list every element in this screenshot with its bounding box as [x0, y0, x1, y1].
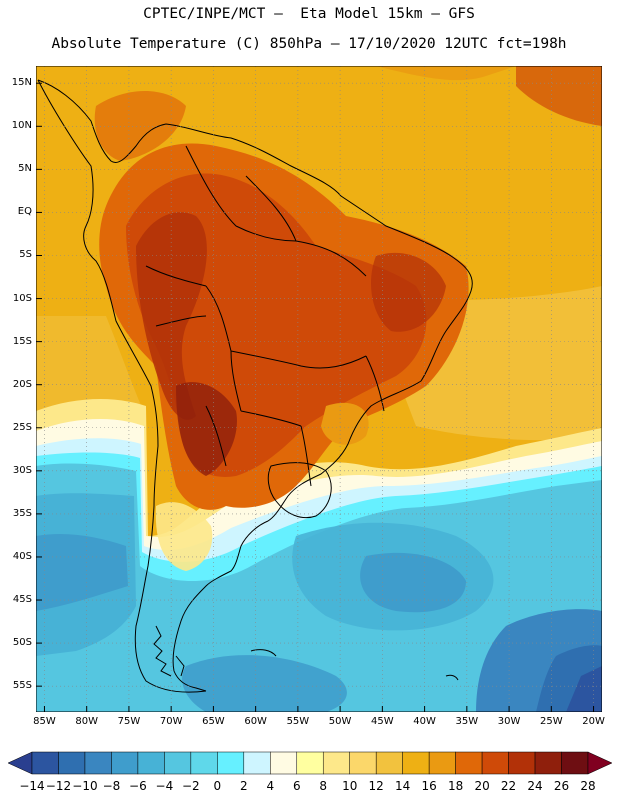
- colorbar-swatch: [508, 751, 536, 775]
- colorbar-label: −6: [129, 779, 147, 793]
- colorbar-swatch: [190, 751, 218, 775]
- colorbar-label: −8: [103, 779, 121, 793]
- lat-label: 35S: [12, 507, 32, 519]
- colorbar-swatch: [561, 751, 589, 775]
- colorbar-swatch: [534, 751, 562, 775]
- lon-label: 50W: [328, 716, 352, 727]
- colorbar-swatch: [402, 751, 430, 775]
- title-line-1: CPTEC/INPE/MCT – Eta Model 15km – GFS: [143, 6, 475, 22]
- lat-label: 40S: [12, 550, 32, 562]
- colorbar-low-arrow: [7, 751, 33, 775]
- colorbar-swatch: [375, 751, 403, 775]
- colorbar-swatch: [296, 751, 324, 775]
- colorbar-label: 28: [580, 779, 595, 793]
- colorbar-swatch: [58, 751, 86, 775]
- lat-label: 25S: [12, 421, 32, 433]
- lon-label: 85W: [33, 716, 56, 727]
- lon-label: 35W: [455, 716, 479, 727]
- coastlines-and-borders: [37, 79, 473, 693]
- colorbar-swatch: [481, 751, 509, 775]
- lat-label: 5S: [19, 249, 32, 261]
- colorbar-swatch: [243, 751, 271, 775]
- colorbar-label: 26: [554, 779, 569, 793]
- lat-label: 50S: [12, 637, 32, 649]
- lon-label: 60W: [244, 716, 267, 727]
- colorbar-swatch: [455, 751, 483, 775]
- lon-label: 80W: [75, 716, 98, 727]
- colorbar-swatch: [217, 751, 245, 775]
- lon-label: 20W: [582, 716, 605, 727]
- lat-label: 15S: [12, 335, 32, 347]
- colorbar-swatch: [31, 751, 59, 775]
- latitude-ticks: [36, 82, 42, 687]
- colorbar-label: 18: [448, 779, 463, 793]
- colorbar-label: 6: [293, 779, 301, 793]
- temperature-map: [36, 66, 602, 712]
- colorbar-legend: −14 −12 −10 −8 −6 −4 −2 0 2 4 6 8 10 12 14 16 18 20 22 24 26…: [0, 748, 618, 800]
- lat-label: 10N: [11, 120, 32, 132]
- colorbar-label: 14: [395, 779, 410, 793]
- lon-label: 65W: [202, 716, 225, 727]
- colorbar-swatch: [84, 751, 112, 775]
- lat-label: 15N: [11, 77, 32, 89]
- colorbar-label: −2: [182, 779, 200, 793]
- lat-label: 5N: [18, 163, 32, 175]
- lon-label: 55W: [286, 716, 310, 727]
- lon-label: 40W: [413, 716, 436, 727]
- temperature-field: [36, 66, 602, 712]
- lon-label: 25W: [540, 716, 563, 727]
- colorbar-label: 2: [240, 779, 248, 793]
- colorbar-swatch: [137, 751, 165, 775]
- colorbar-swatch: [428, 751, 456, 775]
- colorbar-swatch: [349, 751, 377, 775]
- colorbar-label: 24: [527, 779, 542, 793]
- lat-label: 20S: [12, 378, 32, 390]
- colorbar-label: 16: [422, 779, 437, 793]
- colorbar-swatch: [164, 751, 192, 775]
- lon-label: 45W: [371, 716, 394, 727]
- colorbar-label: 20: [474, 779, 489, 793]
- colorbar-swatch: [322, 751, 350, 775]
- colorbar-label: 10: [342, 779, 357, 793]
- lat-label: 10S: [12, 292, 32, 304]
- lon-label: 30W: [497, 716, 521, 727]
- colorbar-high-arrow: [587, 751, 613, 775]
- lat-label: 30S: [12, 464, 32, 476]
- colorbar-swatch: [111, 751, 139, 775]
- colorbar-label: −10: [72, 779, 97, 793]
- colorbar-label: 22: [501, 779, 516, 793]
- lon-label: 75W: [117, 716, 141, 727]
- colorbar-label: 8: [319, 779, 327, 793]
- colorbar-swatch: [270, 751, 298, 775]
- lat-label: 45S: [12, 594, 32, 606]
- colorbar-label: −12: [46, 779, 71, 793]
- colorbar-label: 4: [266, 779, 274, 793]
- colorbar-label: −4: [156, 779, 174, 793]
- title-line-2: Absolute Temperature (C) 850hPa – 17/10/…: [51, 36, 567, 52]
- longitude-ticks: [43, 706, 595, 712]
- colorbar-label: 12: [369, 779, 384, 793]
- colorbar-label: −14: [19, 779, 44, 793]
- lat-label: 55S: [12, 680, 32, 692]
- colorbar-label: 0: [214, 779, 222, 793]
- lat-label: EQ: [17, 206, 32, 218]
- lon-label: 70W: [159, 716, 183, 727]
